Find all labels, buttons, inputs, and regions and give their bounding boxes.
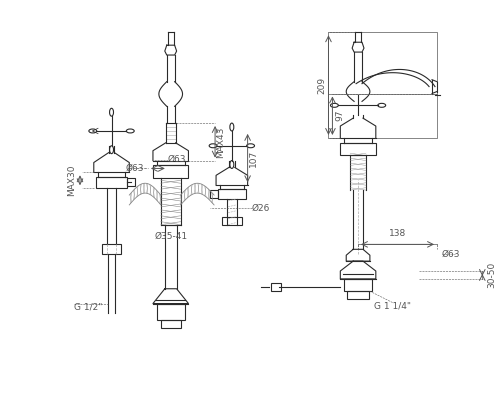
Bar [218, 189, 246, 199]
Bar [347, 291, 369, 299]
Text: 138: 138 [389, 230, 406, 238]
Bar [102, 244, 121, 254]
Bar [272, 283, 281, 291]
Bar [344, 279, 372, 291]
Text: 97: 97 [336, 110, 345, 122]
Text: G 1/2": G 1/2" [74, 302, 102, 311]
Text: Ø26: Ø26 [252, 203, 270, 212]
Text: Ø35-41: Ø35-41 [154, 232, 188, 240]
Text: 30-50: 30-50 [487, 262, 496, 288]
Bar [222, 217, 242, 225]
Bar [157, 304, 184, 320]
Text: Ø63: Ø63 [168, 155, 186, 164]
Bar [128, 178, 135, 186]
Text: Ø63: Ø63 [442, 250, 460, 259]
Text: G 1 1/4": G 1 1/4" [374, 301, 411, 310]
Bar [340, 143, 376, 155]
Bar [96, 177, 128, 188]
Text: Ø63: Ø63 [126, 164, 144, 173]
Text: MAX30: MAX30 [68, 164, 76, 196]
Bar [161, 320, 180, 328]
Text: MAX43: MAX43 [216, 126, 226, 158]
Bar [328, 32, 437, 138]
Bar [153, 166, 188, 178]
Text: 209: 209 [317, 76, 326, 94]
Text: 107: 107 [249, 150, 258, 167]
Bar [210, 190, 218, 198]
